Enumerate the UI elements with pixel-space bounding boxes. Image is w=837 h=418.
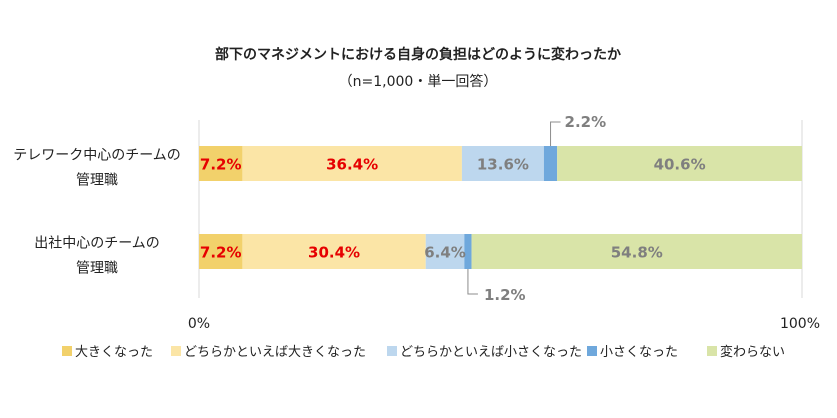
category-label: テレワーク中心のチームの管理職 [13,148,181,189]
chart-subtitle: （n=1,000・単一回答） [339,73,498,90]
legend-label: 小さくなった [600,345,678,360]
legend: 大きくなった どちらかといえば大きくなった どちらかといえば小さくなった 小さくなった… [62,344,785,360]
legend-label: どちらかといえば大きくなった [184,345,366,360]
bar-segment [425,234,465,269]
legend-label: 大きくなった [75,345,153,360]
x-tick-0: 0% [188,316,210,332]
data-label: 13.6% [477,156,529,174]
data-label: 30.4% [308,244,360,262]
legend-swatch [62,346,72,356]
chart-title: 部下のマネジメントにおける自身の負担はどのように変わったか [215,46,621,63]
category-label-line: 管理職 [76,173,118,189]
legend-swatch [587,346,597,356]
legend-label: どちらかといえば小さくなった [400,345,582,360]
legend-swatch [387,346,397,356]
category-label-line: テレワーク中心のチームの [13,148,181,164]
data-label: 7.2% [200,244,242,262]
bar-segment [242,234,426,269]
bar-segment [464,234,472,269]
category-label: 出社中心のチームの管理職 [34,236,160,277]
data-label: 36.4% [326,156,378,174]
bar-segment [461,146,544,181]
bar-segment [242,146,462,181]
category-label-line: 管理職 [76,261,118,277]
data-label: 2.2% [565,113,607,131]
bars-group [199,146,802,269]
callout-leader [467,269,478,295]
bar-segment [471,234,802,269]
callout-leader [550,121,561,146]
bar-segment [199,146,243,181]
data-label: 54.8% [611,244,663,262]
bar-segment [199,234,243,269]
data-label: 6.4% [424,244,466,262]
bar-segment [543,146,558,181]
legend-swatch [707,346,717,356]
data-label: 40.6% [654,156,706,174]
data-label: 7.2% [200,156,242,174]
callouts-group [467,121,561,295]
legend-swatch [171,346,181,356]
data-label: 1.2% [484,286,526,304]
category-label-line: 出社中心のチームの [34,236,160,252]
legend-label: 変わらない [720,344,785,360]
x-tick-100: 100% [780,316,820,332]
bar-segment [557,146,802,181]
data-labels-group: 7.2% 36.4% 13.6% 2.2% 40.6% 7.2% 30.4% 6.4% 1.2%… [200,113,706,304]
